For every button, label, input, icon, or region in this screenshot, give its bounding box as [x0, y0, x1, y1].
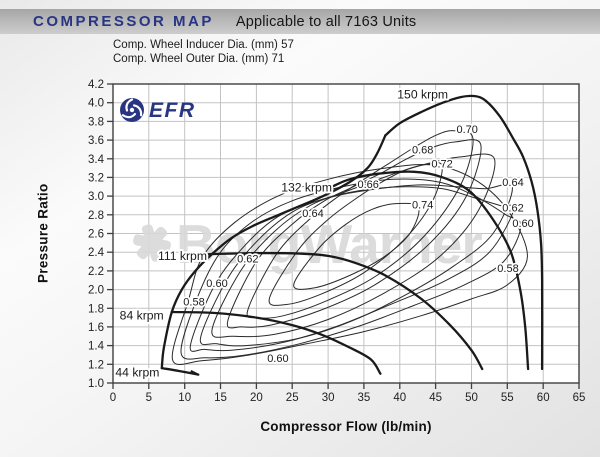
y-tick-label: 3.6	[88, 135, 104, 147]
y-tick-label: 1.2	[88, 359, 104, 371]
y-tick-label: 1.0	[88, 378, 104, 390]
efficiency-label: 0.60	[512, 218, 533, 230]
efr-logo-text: EFR	[149, 98, 196, 122]
x-tick-label: 45	[429, 392, 442, 404]
speed-label-44-krpm: 44 krpm	[115, 365, 159, 379]
efficiency-contour-0.7	[246, 130, 474, 319]
efficiency-contour-0.72	[268, 162, 443, 306]
speed-labels: 44 krpm 84 krpm 111 krpm 132 krpm 150 krpm	[113, 85, 450, 381]
speed-line-150-krpm	[384, 94, 544, 371]
speed-line-84-krpm	[170, 310, 382, 375]
speed-line-111-krpm	[200, 251, 484, 371]
efficiency-contours	[171, 130, 528, 366]
x-tick-label: 10	[178, 392, 191, 404]
y-tick-label: 2.0	[88, 285, 104, 297]
efficiency-label: 0.72	[431, 158, 452, 170]
compressor-wheel-swirl-icon	[120, 98, 144, 122]
efficiency-contour-0.68	[226, 139, 482, 329]
efficiency-label: 0.68	[412, 144, 433, 156]
speed-label-150-krpm: 150 krpm	[397, 87, 448, 101]
page-title: COMPRESSOR MAP	[33, 13, 214, 30]
efficiency-contour-0.62	[189, 186, 515, 352]
spec-outer-dia: Comp. Wheel Outer Dia. (mm) 71	[113, 53, 285, 65]
borgwarner-watermark: BorgWarner	[133, 213, 483, 275]
x-tick-label: 30	[322, 392, 335, 404]
x-tick-label: 15	[214, 392, 227, 404]
x-tick-label: 35	[358, 392, 371, 404]
x-tick-label: 55	[501, 392, 514, 404]
x-tick-label: 40	[393, 392, 406, 404]
efficiency-contour-0.74	[293, 202, 420, 290]
speed-line-44-krpm	[160, 366, 200, 376]
efficiency-label: 0.58	[497, 263, 518, 275]
x-tick-label: 65	[573, 392, 586, 404]
header-bar: COMPRESSOR MAP Applicable to all 7163 Un…	[0, 9, 600, 34]
efficiency-label: 0.62	[502, 202, 523, 214]
x-tick-label: 60	[537, 392, 550, 404]
y-tick-label: 1.4	[88, 341, 105, 353]
efficiency-label: 0.74	[412, 200, 433, 212]
x-tick-label: 50	[465, 392, 478, 404]
y-tick-label: 1.8	[88, 303, 104, 315]
y-tick-label: 3.8	[88, 116, 104, 128]
wheel-specs: Comp. Wheel Inducer Dia. (mm) 57 Comp. W…	[113, 38, 294, 66]
y-tick-label: 3.4	[88, 154, 105, 166]
x-tick-label: 5	[146, 392, 152, 404]
axes: 0 5 10 15 20 25 30 35 40 45 50 55 60 65 1.0 1.2 1.4 1.6 1.…	[88, 79, 585, 404]
y-tick-label: 4.2	[88, 79, 104, 91]
spec-inducer-dia: Comp. Wheel Inducer Dia. (mm) 57	[113, 39, 294, 51]
y-tick-label: 1.6	[88, 322, 104, 334]
y-tick-label: 2.8	[88, 210, 104, 222]
speed-label-111-krpm: 111 krpm	[158, 249, 207, 263]
y-tick-label: 2.6	[88, 229, 104, 241]
gridlines	[113, 84, 579, 383]
efficiency-label: 0.64	[302, 208, 323, 220]
efficiency-label: 0.60	[206, 278, 227, 290]
speed-line-132-krpm	[330, 170, 530, 371]
efficiency-label: 0.70	[456, 124, 477, 136]
efficiency-contour-0.6	[180, 178, 522, 360]
header-subtitle: Applicable to all 7163 Units	[235, 13, 417, 30]
efficiency-contour-0.66	[211, 153, 496, 338]
y-tick-label: 3.2	[88, 172, 104, 184]
y-tick-label: 4.0	[88, 98, 104, 110]
efficiency-contour-0.58	[171, 163, 528, 366]
y-tick-label: 3.0	[88, 191, 104, 203]
speed-label-84-krpm: 84 krpm	[120, 309, 164, 323]
efr-logo: EFR	[119, 97, 196, 123]
speed-label-132-krpm: 132 krpm	[281, 181, 332, 195]
x-tick-label: 25	[286, 392, 299, 404]
surge-line	[160, 134, 387, 370]
efficiency-labels: 0.580.600.620.640.660.720.680.700.740.60…	[182, 122, 536, 366]
speed-lines	[160, 94, 544, 376]
efficiency-label: 0.62	[237, 254, 258, 266]
x-tick-label: 0	[110, 392, 116, 404]
efficiency-label: 0.58	[183, 297, 204, 309]
x-axis-title: Compressor Flow (lb/min)	[260, 419, 432, 434]
efficiency-contour-0.64	[199, 183, 513, 347]
efficiency-label: 0.60	[267, 353, 288, 365]
x-tick-label: 20	[250, 392, 263, 404]
efficiency-label: 0.64	[502, 177, 523, 189]
efficiency-label: 0.66	[357, 179, 378, 191]
y-tick-label: 2.2	[88, 266, 104, 278]
y-tick-label: 2.4	[88, 247, 105, 259]
